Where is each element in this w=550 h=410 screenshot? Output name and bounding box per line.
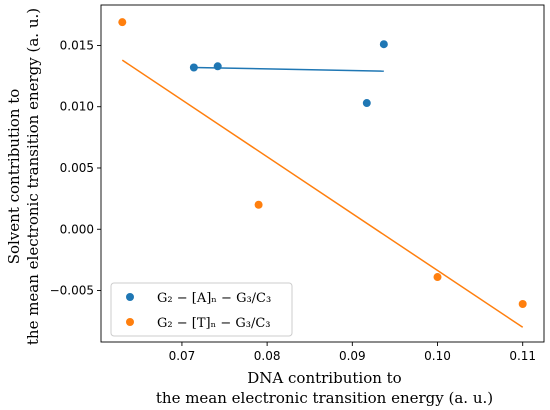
x-tick-label: 0.07: [169, 349, 196, 363]
y-tick-label: −0.005: [50, 284, 94, 298]
fit-line-series-2: [121, 59, 524, 328]
data-point-series-1: [189, 63, 198, 72]
data-point-series-2: [254, 200, 263, 209]
data-point-series-1: [362, 99, 371, 108]
x-axis-label-line-2: the mean electronic transition energy (a…: [156, 389, 493, 407]
legend-label-series-2: G₂ − [T]ₙ − G₃/C₃: [157, 316, 270, 331]
x-axis-label-line-1: DNA contribution to: [247, 369, 401, 387]
y-axis-label-line-1: Solvent contribution to: [5, 89, 23, 265]
legend-box: [110, 282, 293, 337]
data-point-series-1: [213, 62, 222, 71]
legend-marker-series-1: [126, 293, 134, 301]
data-point-series-2: [118, 18, 127, 27]
x-tick-label: 0.11: [509, 349, 536, 363]
x-tick-label: 0.10: [424, 349, 451, 363]
y-tick-label: 0.005: [60, 161, 94, 175]
plot-area: [118, 18, 527, 328]
y-tick-label: 0.015: [60, 38, 94, 52]
axes-frame: [100, 4, 545, 343]
y-tick-label: 0.010: [60, 100, 94, 114]
x-tick-label: 0.09: [339, 349, 366, 363]
data-point-series-1: [379, 40, 388, 49]
legend-marker-series-2: [126, 318, 134, 326]
data-point-series-2: [518, 300, 527, 309]
legend: G₂ − [A]ₙ − G₃/C₃ G₂ − [T]ₙ − G₃/C₃: [110, 282, 293, 337]
y-axis-label-line-2: the mean electronic transition energy (a…: [24, 8, 42, 345]
fit-line-series-1: [193, 66, 384, 72]
x-tick-label: 0.08: [254, 349, 281, 363]
data-point-series-2: [433, 273, 442, 282]
y-tick-label: 0.000: [60, 222, 94, 236]
axes: 0.07 0.08 0.09 0.10 0.11 −0.005 0.000 0.005 0.01…: [5, 4, 545, 407]
legend-label-series-1: G₂ − [A]ₙ − G₃/C₃: [157, 291, 271, 306]
